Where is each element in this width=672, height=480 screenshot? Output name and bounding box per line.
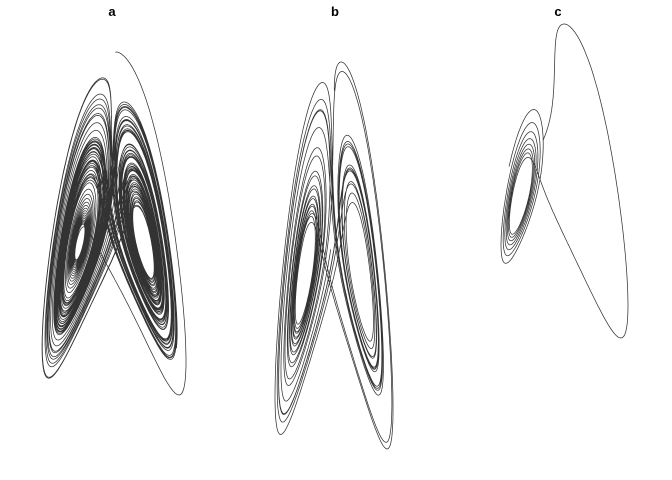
panel-a-title: a (108, 4, 116, 19)
panel-b-title: b (331, 4, 339, 19)
panel-c-title: c (554, 4, 561, 19)
